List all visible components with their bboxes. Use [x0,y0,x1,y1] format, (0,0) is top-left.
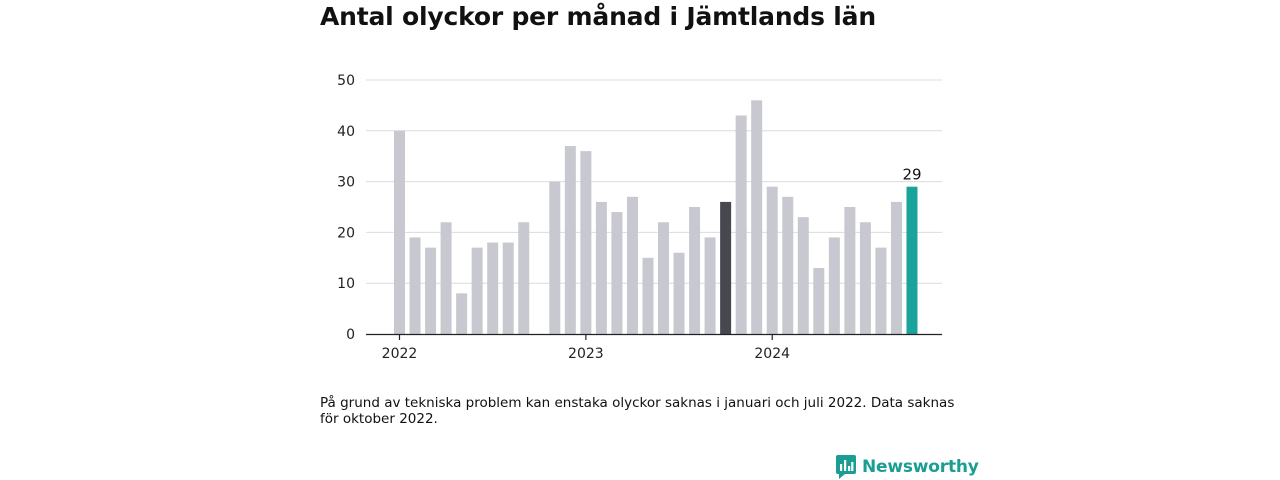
y-axis: 0 10 20 30 40 50 [337,73,355,343]
bar [720,201,732,334]
bar [456,293,468,334]
bar [394,130,405,334]
bar [487,242,499,334]
bar [471,247,483,334]
x-tick-label: 2023 [568,346,604,362]
bar [425,247,437,334]
bar [658,222,670,334]
bar [859,222,871,334]
bar [673,252,685,334]
bars [394,100,918,334]
bar-labels: 29 [902,166,921,184]
newsworthy-chart-logo-icon [836,455,856,479]
bar [518,222,530,334]
bar [751,100,763,334]
x-tick-label: 2024 [754,346,790,362]
bar [735,115,747,334]
bar [766,186,778,334]
x-axis: 2022 2023 2024 [366,333,942,362]
y-tick-label: 0 [346,327,355,343]
bar [642,257,654,334]
bar [704,237,716,334]
bar [409,237,421,334]
bar [580,151,592,334]
bar [782,196,794,334]
bar [797,217,809,334]
bar [595,201,607,334]
x-tick-label: 2022 [382,346,418,362]
chart-title: Antal olyckor per månad i Jämtlands län [320,2,876,31]
y-tick-label: 10 [337,276,355,292]
brand-name: Newsworthy [862,457,979,477]
bar-chart: 0 10 20 30 40 50 2022 2023 2024 29 [337,73,942,362]
bar [564,146,576,334]
brand-logo[interactable]: Newsworthy [836,455,979,479]
bar [440,222,452,334]
bar [502,242,514,334]
bar [828,237,840,334]
y-tick-label: 40 [337,124,355,140]
bar [890,201,902,334]
bar [906,186,918,334]
bar [875,247,887,334]
y-tick-label: 50 [337,73,355,89]
grid-lines [366,79,942,284]
footnote: På grund av tekniska problem kan enstaka… [320,395,955,427]
y-tick-label: 30 [337,175,355,191]
bar [626,196,638,334]
y-tick-label: 20 [337,225,355,241]
bar [844,207,856,334]
bar [549,181,561,334]
bar [611,212,623,334]
bar-value-label: 29 [902,166,921,184]
bar [689,207,701,334]
bar [813,267,825,334]
